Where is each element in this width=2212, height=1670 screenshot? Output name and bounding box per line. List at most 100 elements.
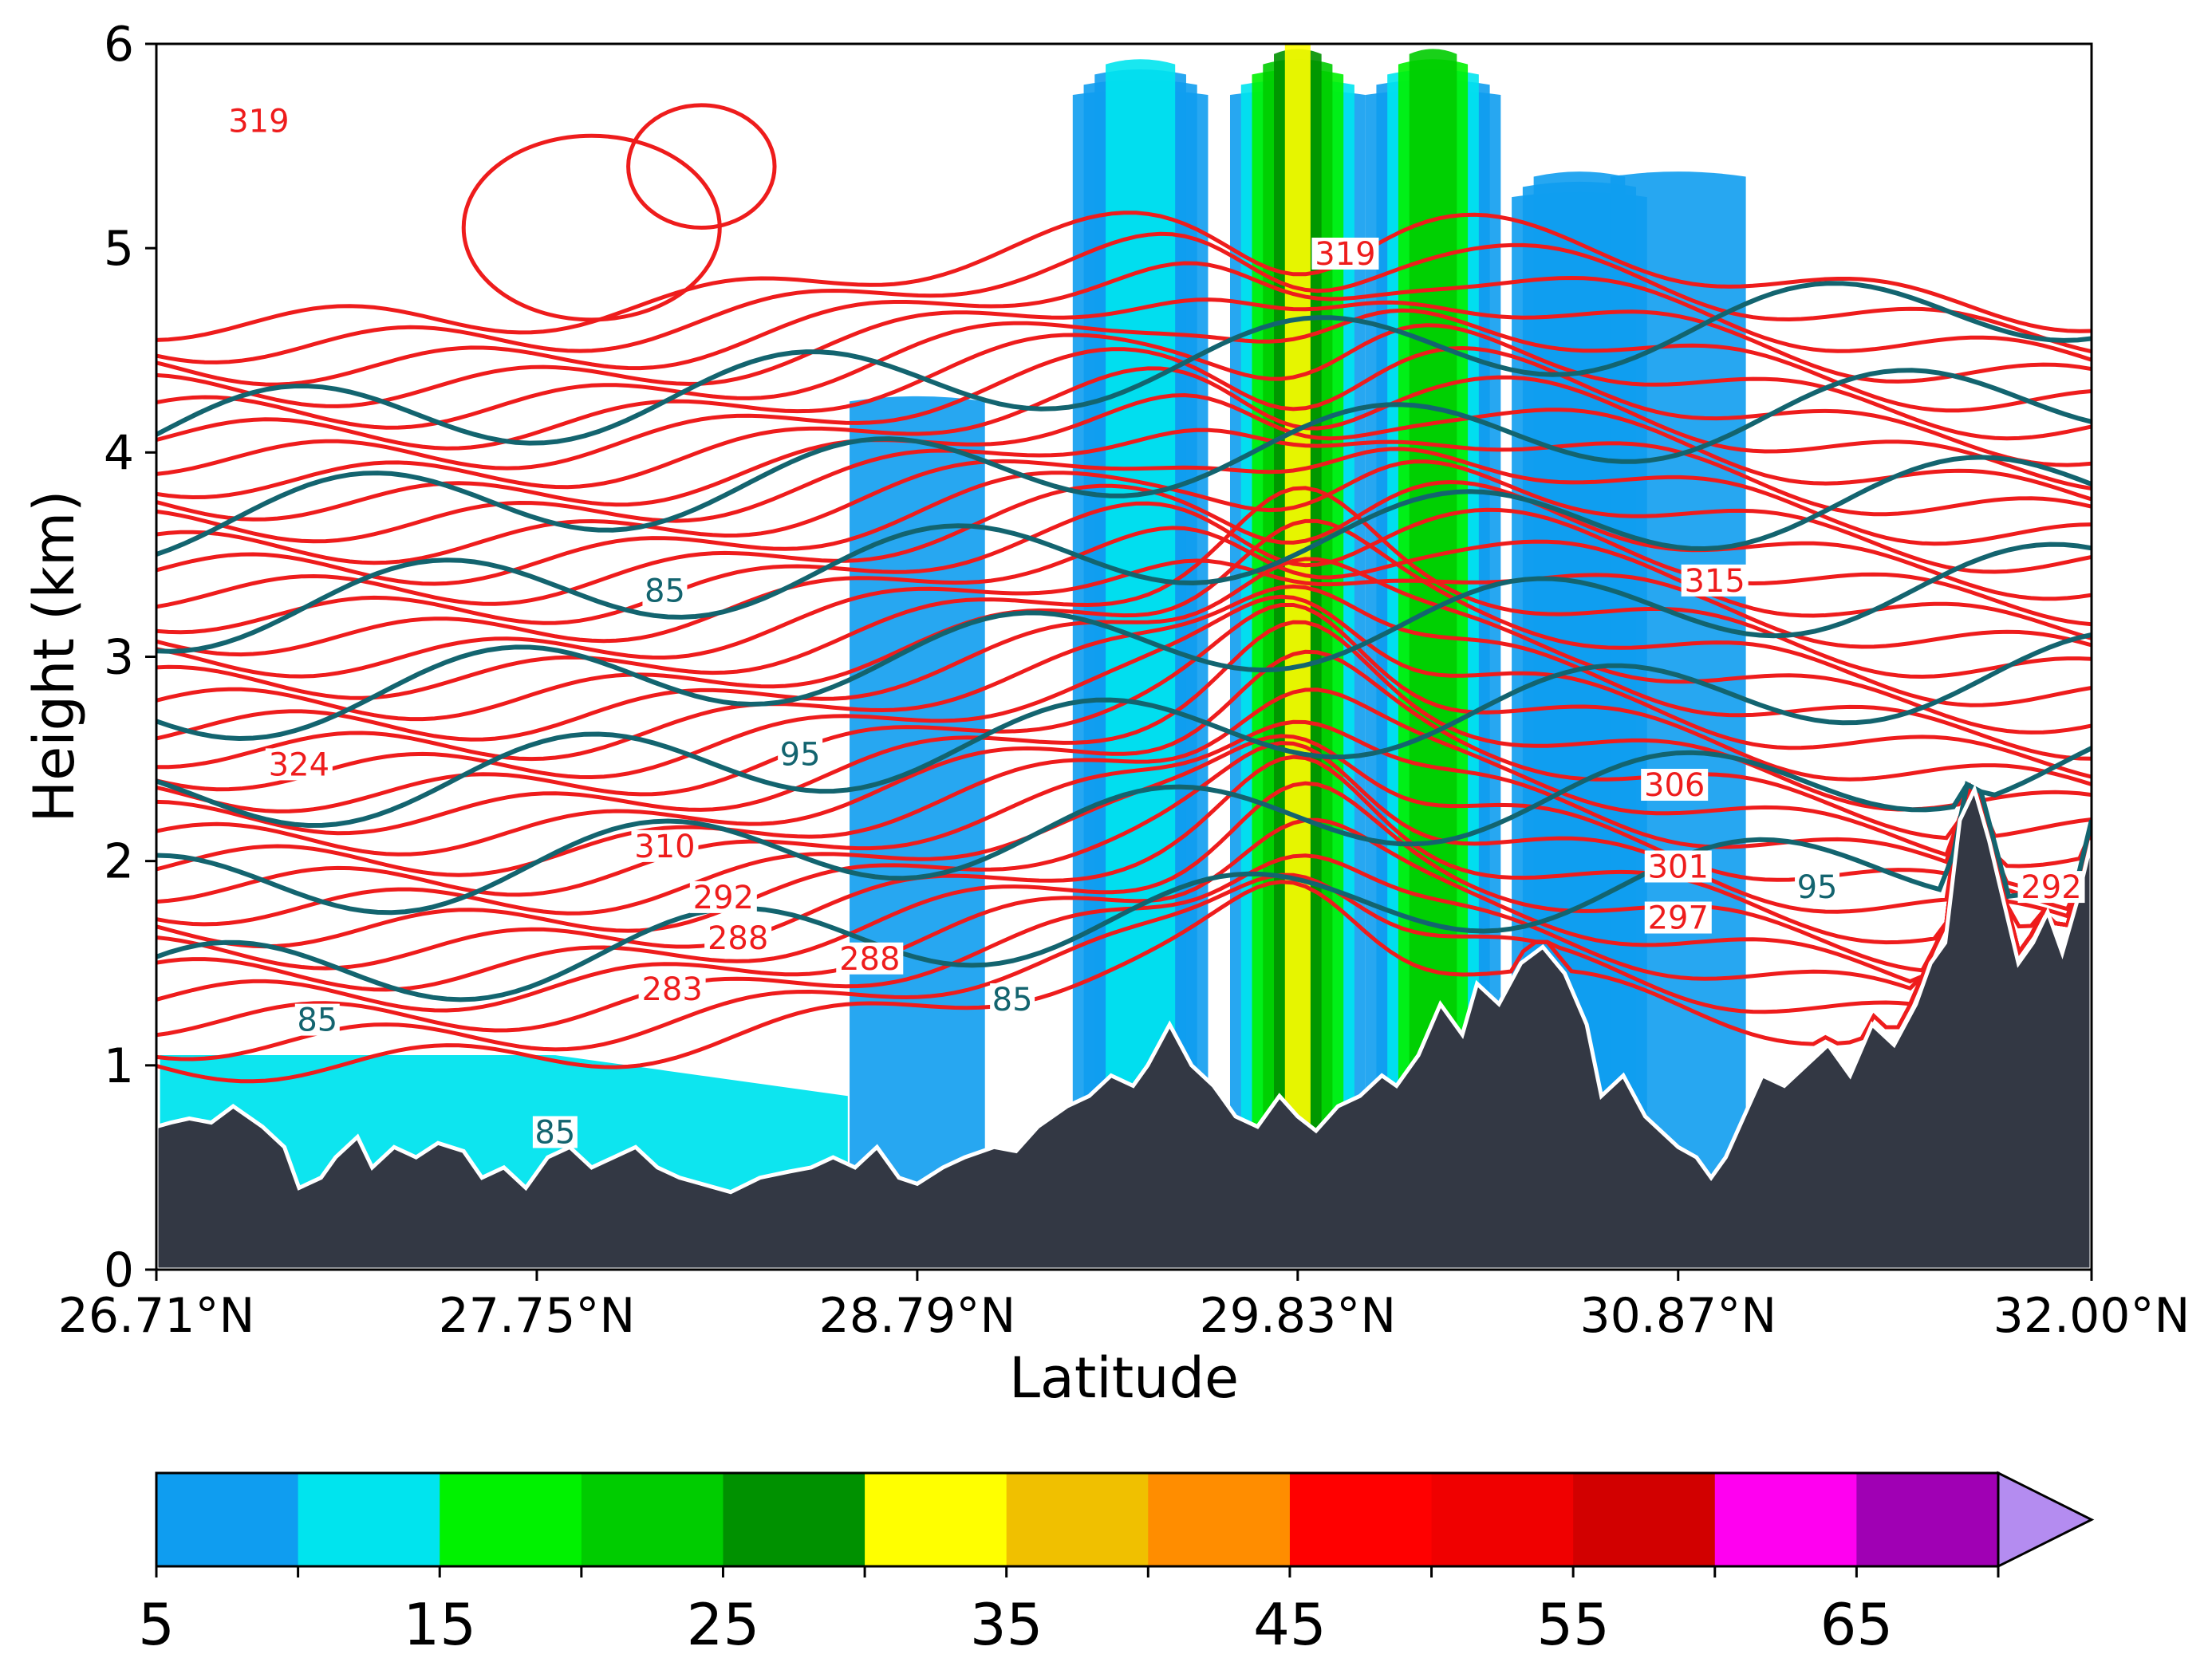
humidity-label-bg (778, 738, 823, 770)
humidity-contour-6 (156, 281, 2092, 446)
humidity-label-4: 85 (990, 982, 1035, 1018)
y-tick-label: 2 (104, 834, 134, 890)
shading-core-0-bin-0 (850, 396, 985, 1270)
theta-label-4: 310 (631, 829, 699, 865)
humidity-contour-0 (156, 781, 2092, 1002)
theta-contour-0 (156, 782, 2092, 1084)
humidity-contours (156, 281, 2092, 1002)
humidity-label-2: 95 (778, 737, 823, 774)
humidity-contour-2 (156, 632, 2092, 829)
theta-contour-13 (156, 594, 2092, 792)
theta-label-1: 319 (1311, 236, 1379, 273)
humidity-label-bg (642, 574, 688, 607)
humidity-contour-3 (156, 542, 2092, 742)
colorbar-tick-label: 45 (1253, 1591, 1327, 1658)
theta-label-bg (225, 104, 293, 137)
theta-contour-30 (156, 297, 2092, 408)
colorbar-bin-10 (298, 1473, 440, 1566)
theta-contours (156, 103, 2092, 1084)
theta-label-bg (1311, 237, 1379, 270)
theta-contour-12 (156, 603, 2092, 813)
theta-contour-9 (156, 687, 2092, 877)
theta-label-text: 324 (269, 746, 329, 783)
humidity-label-1: 85 (294, 1002, 340, 1039)
theta-contour-23 (156, 447, 2092, 565)
x-tick-label: 29.83°N (1200, 1288, 1397, 1344)
theta-contour-5 (156, 754, 2092, 971)
theta-contour-15 (156, 557, 2092, 742)
colorbar-tick-label: 65 (1820, 1591, 1894, 1658)
colorbar-bin-15 (440, 1473, 582, 1566)
y-tick-label: 4 (104, 425, 134, 481)
theta-contour-32 (156, 231, 2092, 364)
humidity-label-bg (532, 1116, 578, 1148)
theta-label-12: 292 (2017, 869, 2085, 906)
theta-label-bg (704, 922, 772, 955)
theta-contour-16 (156, 518, 2092, 722)
theta-contour-31 (156, 261, 2092, 387)
theta-contour-22 (156, 459, 2092, 586)
theta-contour-20 (156, 501, 2092, 635)
terrain-fill (156, 783, 2092, 1270)
theta-contour-21 (156, 479, 2092, 609)
theta-label-11: 283 (638, 971, 706, 1008)
colorbar-bin-35 (1006, 1473, 1149, 1566)
colorbar: 5 15 25 35 45 55 65 (138, 1471, 2095, 1658)
theta-label-text: 292 (2021, 869, 2081, 906)
theta-contour-3 (156, 782, 2092, 1013)
humidity-label-text: 85 (297, 1002, 337, 1039)
theta-label-text: 306 (1644, 767, 1705, 804)
humidity-contour-1 (156, 746, 2092, 916)
theta-label-bg (2017, 871, 2085, 904)
theta-label-text: 315 (1684, 563, 1745, 600)
plot-area: 3193193153243103063012972922882882832928… (156, 44, 2092, 1270)
colorbar-bin-55 (1573, 1473, 1716, 1566)
humidity-label-5: 95 (1795, 869, 1840, 906)
humidity-label-0: 85 (642, 573, 688, 610)
theta-label-bg (631, 829, 699, 862)
theta-label-bg (265, 748, 333, 781)
theta-label-9: 288 (704, 920, 772, 957)
y-tick-label: 3 (104, 630, 134, 686)
humidity-contour-4 (156, 455, 2092, 654)
theta-contour-28 (156, 323, 2092, 451)
theta-contour-24 (156, 427, 2092, 544)
theta-label-bg (836, 942, 904, 975)
theta-contour-26 (156, 366, 2092, 500)
x-tick-label: 26.71°N (58, 1288, 255, 1344)
theta-label-text: 319 (228, 103, 289, 140)
theta-label-0: 319 (225, 103, 293, 140)
theta-label-bg (1644, 901, 1712, 934)
x-axis: 26.71°N 27.75°N 28.79°N 29.83°N 30.87°N 32.00… (58, 1270, 2190, 1344)
colorbar-tick-label: 25 (687, 1591, 760, 1658)
colorbar-bin-65 (1856, 1473, 1999, 1566)
theta-label-text: 310 (634, 829, 695, 865)
colorbar-tick-label: 35 (970, 1591, 1043, 1658)
theta-label-10: 288 (836, 941, 904, 978)
y-axis-title: Height (km) (22, 490, 87, 823)
y-tick-label: 6 (104, 17, 134, 73)
theta-label-bg (689, 880, 757, 913)
colorbar-bin-5 (156, 1473, 299, 1566)
humidity-label-text: 95 (780, 737, 821, 774)
y-tick-label: 0 (104, 1243, 134, 1298)
theta-contour-19 (156, 526, 2092, 657)
shading-core-1-bin-1 (1106, 59, 1176, 1270)
humidity-label-bg (294, 1003, 340, 1036)
theta-label-text: 301 (1648, 849, 1709, 885)
humidity-label-text: 85 (645, 573, 685, 610)
theta-contour-11 (156, 620, 2092, 836)
theta-contour-33 (156, 211, 2092, 342)
colorbar-bin-25 (723, 1473, 865, 1566)
colorbar-frame (155, 1471, 2000, 1568)
humidity-contour-5 (156, 368, 2092, 557)
theta-label-3: 324 (265, 746, 333, 783)
theta-label-text: 288 (708, 920, 768, 957)
theta-label-text: 292 (693, 880, 754, 916)
x-tick-label: 32.00°N (1993, 1288, 2190, 1344)
shading-core-2-bin-5 (1284, 44, 1311, 1270)
theta-label-bg (1644, 850, 1712, 883)
theta-contour-2 (156, 782, 2092, 1038)
x-tick-label: 30.87°N (1579, 1288, 1776, 1344)
